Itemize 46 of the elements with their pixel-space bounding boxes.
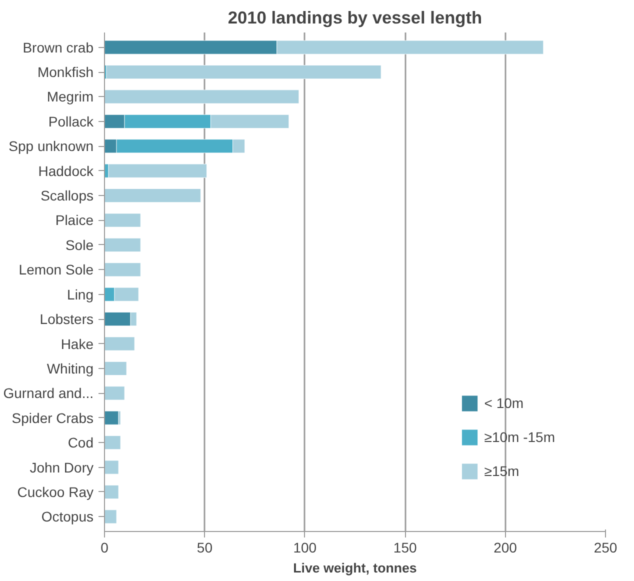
bar (104, 238, 141, 252)
y-tick-label: Plaice (55, 212, 94, 228)
bar (104, 262, 141, 277)
bar (106, 65, 382, 80)
x-tick-label: 0 (100, 540, 109, 556)
y-tick-label: Spider Crabs (12, 410, 94, 426)
y-tick-label: Cuckoo Ray (17, 484, 94, 500)
y-tick-label: Cod (68, 434, 94, 451)
legend-label: ≥15m (484, 463, 520, 479)
y-tick-label: Haddock (38, 162, 94, 179)
x-tick-label: 50 (196, 540, 213, 556)
x-tick-label: 100 (293, 540, 317, 556)
y-tick-label: Whiting (46, 360, 94, 376)
y-tick-label: Lobsters (40, 311, 94, 328)
bar (104, 484, 119, 499)
y-tick-label: Gurnard and... (3, 385, 94, 402)
bar (104, 510, 117, 524)
x-tick-label: 150 (393, 540, 417, 556)
chart-title: 2010 landings by vessel length (228, 8, 482, 28)
legend-label: ≥10m -15m (484, 429, 555, 445)
y-tick-label: Octopus (41, 508, 94, 525)
bar (104, 188, 201, 203)
bar (108, 164, 207, 178)
bar (104, 386, 125, 400)
y-tick-label: Hake (60, 336, 94, 352)
y-tick-label: Megrim (46, 88, 94, 105)
x-tick-label: 200 (494, 540, 518, 556)
y-tick-label: Sole (65, 236, 94, 253)
bar (104, 336, 135, 351)
bar (104, 90, 300, 104)
y-tick-label: John Dory (30, 459, 94, 476)
bar (104, 361, 127, 376)
y-tick-label: Pollack (48, 113, 94, 130)
bar (104, 460, 119, 474)
y-tick-label: Spp unknown (8, 138, 94, 154)
legend-label: < 10m (484, 395, 524, 411)
bar (104, 410, 119, 425)
bar (104, 436, 121, 450)
y-tick-label: Ling (67, 286, 94, 302)
y-tick-label: Monkfish (37, 64, 94, 80)
x-tick-label: 250 (594, 540, 618, 556)
y-tick-label: Scallops (40, 188, 94, 204)
y-tick-label: Lemon Sole (18, 262, 94, 278)
bar (104, 213, 141, 228)
x-axis-title: Live weight, tonnes (293, 560, 417, 576)
y-tick-label: Brown crab (22, 39, 94, 56)
